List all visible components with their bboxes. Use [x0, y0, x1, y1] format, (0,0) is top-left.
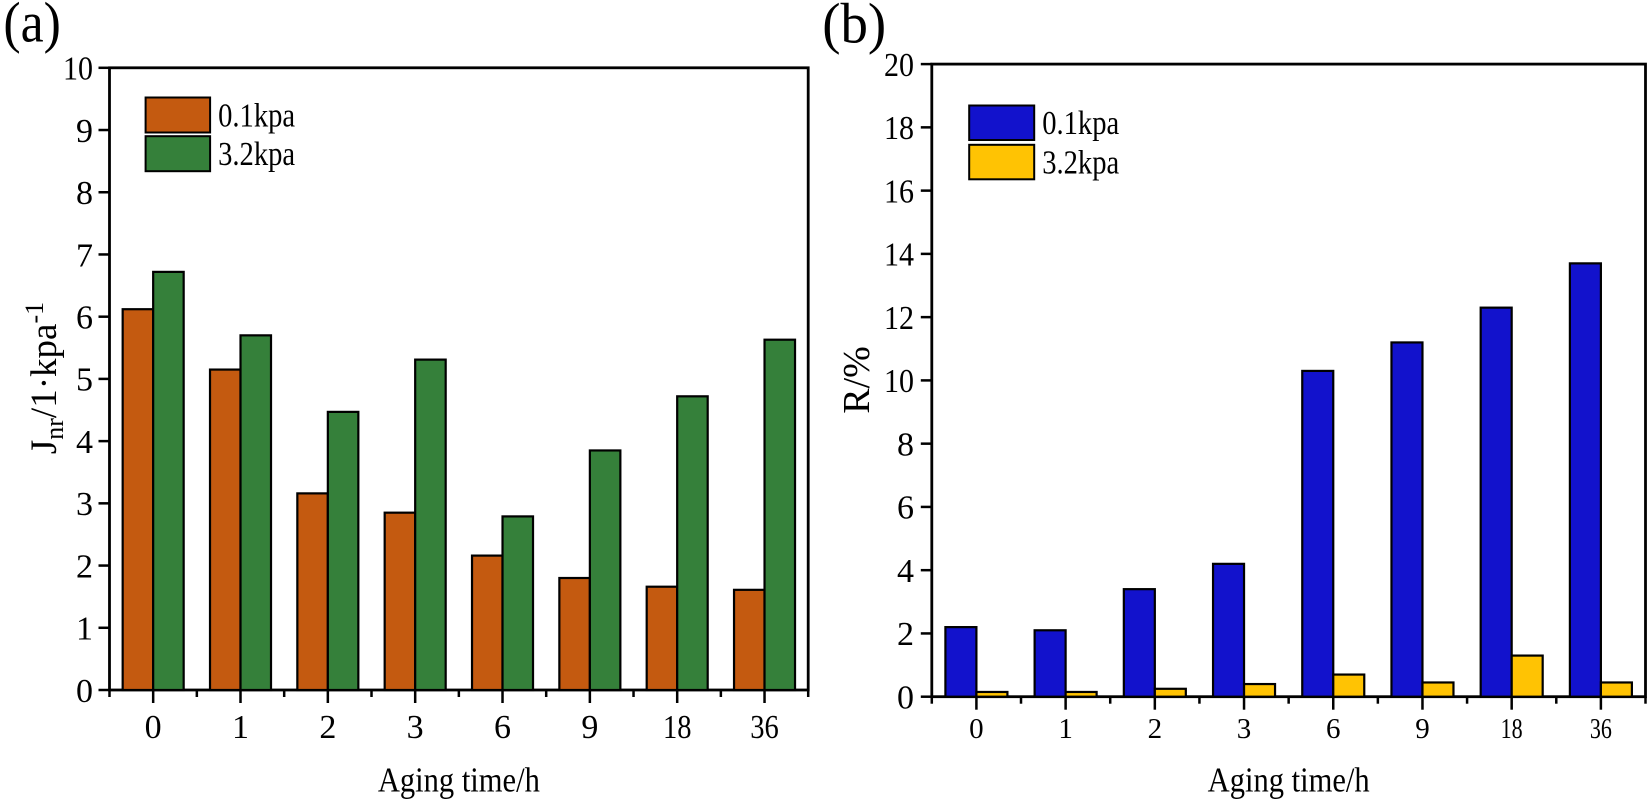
- svg-text:10: 10: [63, 51, 93, 88]
- svg-text:2: 2: [76, 548, 93, 585]
- svg-text:4: 4: [76, 424, 93, 461]
- svg-text:8: 8: [897, 426, 914, 463]
- svg-text:6: 6: [1326, 713, 1341, 745]
- svg-text:1: 1: [1058, 713, 1073, 745]
- svg-text:3.2kpa: 3.2kpa: [218, 136, 295, 173]
- svg-text:(b): (b): [822, 0, 886, 56]
- svg-text:12: 12: [884, 300, 914, 337]
- svg-text:3: 3: [76, 486, 93, 523]
- svg-text:Aging time/h: Aging time/h: [1208, 760, 1370, 799]
- svg-text:0: 0: [897, 680, 914, 717]
- svg-text:4: 4: [897, 553, 914, 590]
- svg-text:10: 10: [884, 363, 914, 400]
- svg-text:0.1kpa: 0.1kpa: [218, 97, 295, 134]
- svg-text:0.1kpa: 0.1kpa: [1042, 105, 1119, 142]
- svg-text:2: 2: [319, 709, 336, 746]
- svg-text:9: 9: [581, 709, 598, 746]
- svg-text:6: 6: [76, 299, 93, 336]
- svg-text:0: 0: [145, 709, 162, 746]
- svg-text:18: 18: [663, 709, 692, 746]
- svg-text:36: 36: [750, 709, 779, 746]
- svg-text:6: 6: [494, 709, 511, 746]
- svg-text:9: 9: [76, 113, 93, 150]
- svg-text:18: 18: [884, 110, 914, 147]
- svg-text:20: 20: [884, 47, 914, 84]
- svg-text:0: 0: [76, 673, 93, 710]
- svg-text:3: 3: [1237, 713, 1252, 745]
- svg-text:16: 16: [884, 173, 914, 210]
- svg-text:7: 7: [76, 237, 93, 274]
- svg-text:14: 14: [884, 237, 914, 274]
- svg-text:R/%: R/%: [836, 346, 878, 414]
- svg-text:3: 3: [407, 709, 424, 746]
- svg-text:Aging time/h: Aging time/h: [378, 760, 540, 799]
- svg-text:2: 2: [897, 616, 914, 653]
- svg-text:0: 0: [969, 713, 984, 745]
- svg-text:1: 1: [76, 611, 93, 648]
- svg-text:9: 9: [1415, 713, 1430, 745]
- svg-text:5: 5: [76, 362, 93, 399]
- svg-text:8: 8: [76, 175, 93, 212]
- svg-text:1: 1: [232, 709, 249, 746]
- svg-text:3.2kpa: 3.2kpa: [1042, 144, 1119, 181]
- svg-text:36: 36: [1590, 713, 1612, 745]
- svg-text:2: 2: [1148, 713, 1163, 745]
- svg-text:(a): (a): [3, 0, 61, 55]
- svg-text:Jnr/1·kpa-1: Jnr/1·kpa-1: [20, 302, 69, 454]
- svg-text:18: 18: [1501, 713, 1523, 745]
- svg-text:6: 6: [897, 490, 914, 527]
